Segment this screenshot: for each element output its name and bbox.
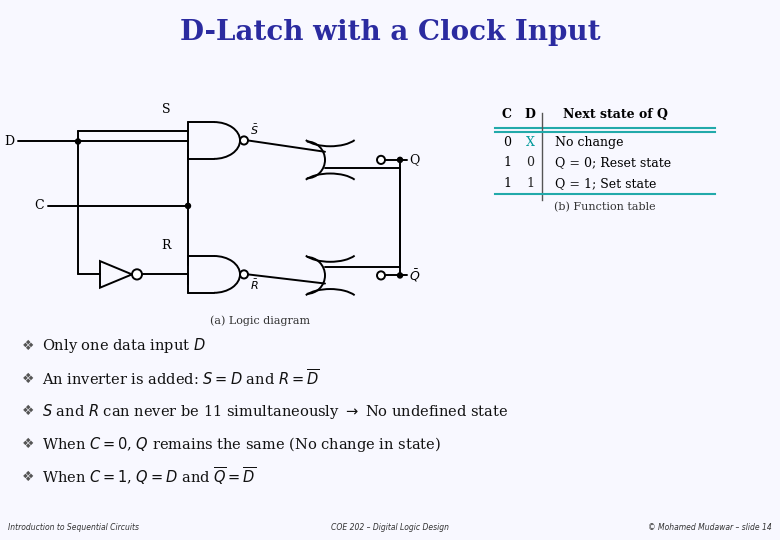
Circle shape (377, 156, 385, 164)
Circle shape (186, 204, 190, 208)
Text: ❖: ❖ (22, 404, 34, 418)
Text: C: C (502, 108, 512, 121)
Text: Next state of Q: Next state of Q (562, 108, 668, 121)
Text: Q = 1; Set state: Q = 1; Set state (555, 177, 657, 190)
Text: D: D (525, 108, 535, 121)
Text: D-Latch with a Clock Input: D-Latch with a Clock Input (179, 19, 601, 46)
Text: $\bar{R}$: $\bar{R}$ (250, 278, 259, 292)
Text: Q = 0; Reset state: Q = 0; Reset state (555, 157, 671, 170)
Circle shape (398, 157, 402, 163)
Text: $\bar{Q}$: $\bar{Q}$ (409, 267, 420, 284)
Text: R: R (161, 239, 171, 252)
Text: An inverter is added: $S = D$ and $R = \overline{D}$: An inverter is added: $S = D$ and $R = \… (42, 369, 320, 389)
Text: © Mohamed Mudawar – slide 14: © Mohamed Mudawar – slide 14 (648, 523, 772, 532)
Circle shape (240, 271, 248, 279)
Text: When $C = 1$, $Q = D$ and $\overline{Q} = \overline{D}$: When $C = 1$, $Q = D$ and $\overline{Q} … (42, 465, 256, 488)
Text: COE 202 – Digital Logic Design: COE 202 – Digital Logic Design (331, 523, 449, 532)
Text: 1: 1 (526, 177, 534, 190)
Text: ❖: ❖ (22, 339, 34, 353)
Text: 1: 1 (503, 177, 511, 190)
Text: ❖: ❖ (22, 372, 34, 386)
Text: 1: 1 (503, 157, 511, 170)
Text: C: C (34, 199, 44, 212)
Text: When $C = 0$, $Q$ remains the same (No change in state): When $C = 0$, $Q$ remains the same (No c… (42, 435, 441, 454)
Circle shape (398, 273, 402, 278)
Text: (a) Logic diagram: (a) Logic diagram (210, 315, 310, 326)
Text: $S$ and $R$ can never be 11 simultaneously $\rightarrow$ No undefined state: $S$ and $R$ can never be 11 simultaneous… (42, 402, 509, 421)
Text: S: S (161, 103, 170, 116)
Text: 0: 0 (526, 157, 534, 170)
Text: (b) Function table: (b) Function table (554, 202, 656, 212)
Circle shape (377, 271, 385, 280)
Text: ❖: ❖ (22, 437, 34, 451)
Circle shape (76, 139, 80, 144)
Text: $\bar{S}$: $\bar{S}$ (250, 123, 259, 137)
Circle shape (240, 137, 248, 145)
Text: X: X (526, 136, 534, 149)
Text: Introduction to Sequential Circuits: Introduction to Sequential Circuits (8, 523, 139, 532)
Text: Q: Q (409, 153, 420, 166)
Text: Only one data input $D$: Only one data input $D$ (42, 336, 206, 355)
Text: 0: 0 (503, 136, 511, 149)
Text: ❖: ❖ (22, 470, 34, 484)
Text: No change: No change (555, 136, 623, 149)
Text: D: D (4, 135, 14, 148)
Circle shape (132, 269, 142, 280)
